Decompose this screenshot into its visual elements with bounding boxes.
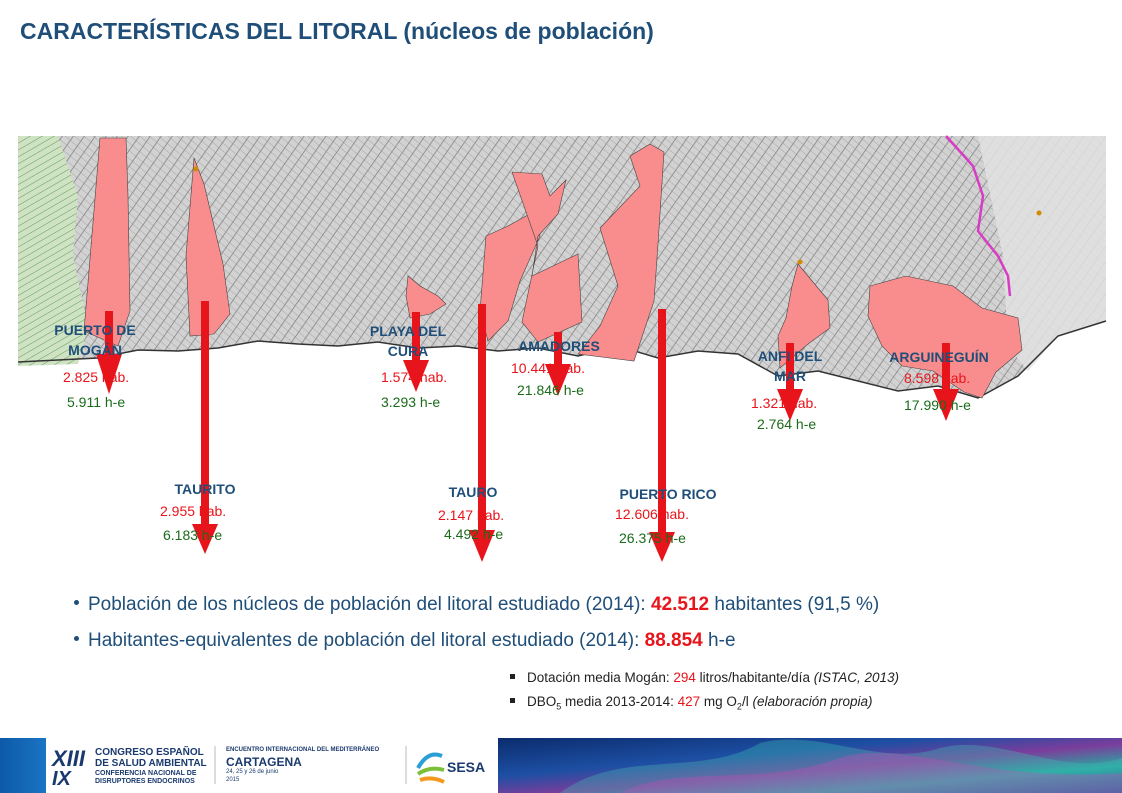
sub-dbo: DBO5 media 2013-2014: 427 mg O2/l (elabo…	[510, 694, 873, 712]
arrows	[96, 301, 959, 562]
arrow-taurito	[192, 301, 218, 554]
polygon-puerto-mogan	[83, 137, 131, 347]
urban-zone	[978, 136, 1106, 371]
hab-anfi-mar: 1.321 hab.	[751, 395, 818, 411]
footer-xiii: XIII	[52, 746, 86, 771]
footer-year: 2015	[226, 777, 240, 783]
footer-swirl	[498, 738, 1122, 793]
hab-amadores: 10.441 hab.	[511, 360, 585, 376]
arrow-puerto-rico	[649, 309, 675, 562]
he-puerto-mogan: 5.911 h-e	[67, 394, 126, 410]
footer-blue-bar	[0, 738, 46, 793]
footer-cartagena: CARTAGENA	[226, 755, 302, 769]
label-tauro: TAURO	[448, 484, 498, 500]
he-amadores: 21.846 h-e	[517, 382, 584, 398]
label-taurito: TAURITO	[174, 481, 236, 497]
he-puerto-rico: 26.375 h-e	[619, 530, 686, 546]
bullet-population: Población de los núcleos de población de…	[74, 594, 879, 616]
footer-conferencia: CONFERENCIA NACIONAL DE DISRUPTORES ENDO…	[95, 770, 197, 785]
polygon-taurito	[185, 157, 231, 337]
label-amadores: AMADORES	[518, 338, 600, 354]
arrow-anfi-mar	[777, 343, 803, 421]
footer-encuentro: ENCUENTRO INTERNACIONAL DEL MEDITERRÁNEO	[226, 747, 380, 753]
polygon-amadores	[511, 171, 583, 343]
sub-dotacion: Dotación media Mogán: 294 litros/habitan…	[510, 670, 899, 685]
page-title: CARACTERÍSTICAS DEL LITORAL (núcleos de …	[20, 18, 654, 44]
footer-date: 24, 25 y 26 de junio	[226, 769, 279, 775]
he-taurito: 6.183 h-e	[163, 527, 223, 543]
bullet-equivalent: Habitantes-equivalentes de población del…	[74, 630, 736, 652]
hab-arguineguin: 8.598 hab.	[904, 370, 971, 386]
arrow-playa-cura	[403, 312, 429, 392]
polygon-playa-cura	[405, 275, 447, 319]
footer-ix: IX	[52, 768, 71, 790]
he-anfi-mar: 2.764 h-e	[757, 416, 817, 432]
he-playa-cura: 3.293 h-e	[381, 394, 441, 410]
label-arguineguin: ARGUINEGUÍN	[889, 349, 989, 365]
arrow-tauro	[469, 304, 495, 562]
arrow-puerto-mogan	[96, 311, 122, 394]
hab-tauro: 2.147 hab.	[438, 507, 505, 523]
he-arguineguin: 17.990 h-e	[904, 397, 971, 413]
footer-sesa: SESA	[447, 759, 486, 775]
label-puerto-rico: PUERTO RICO	[619, 486, 717, 502]
label-playa-cura: PLAYA DEL CURA	[369, 323, 447, 359]
coastline-map	[17, 135, 1107, 562]
municipal-boundary	[945, 135, 1012, 297]
hab-taurito: 2.955 hab.	[160, 503, 227, 519]
footer-congreso: CONGRESO ESPAÑOL DE SALUD AMBIENTAL	[95, 747, 207, 769]
hab-playa-cura: 1.574 hab.	[381, 369, 448, 385]
hab-puerto-mogan: 2.825 hab.	[63, 369, 130, 385]
label-anfi-mar: ANFI DEL MAR	[757, 348, 823, 384]
green-zone	[18, 136, 88, 366]
sesa-logo-icon	[416, 752, 445, 784]
polygon-puerto-rico	[577, 143, 665, 362]
label-puerto-mogan: PUERTO DE MOGÁN	[54, 322, 136, 358]
arrow-arguineguin	[933, 343, 959, 421]
polygon-arguineguin	[867, 275, 1023, 399]
hab-puerto-rico: 12.606 hab.	[615, 506, 689, 522]
arrow-amadores	[545, 332, 571, 396]
he-tauro: 4.492 h-e	[444, 526, 504, 542]
footer-banner: XIII IX CONGRESO ESPAÑOL DE SALUD AMBIEN…	[0, 738, 1122, 793]
